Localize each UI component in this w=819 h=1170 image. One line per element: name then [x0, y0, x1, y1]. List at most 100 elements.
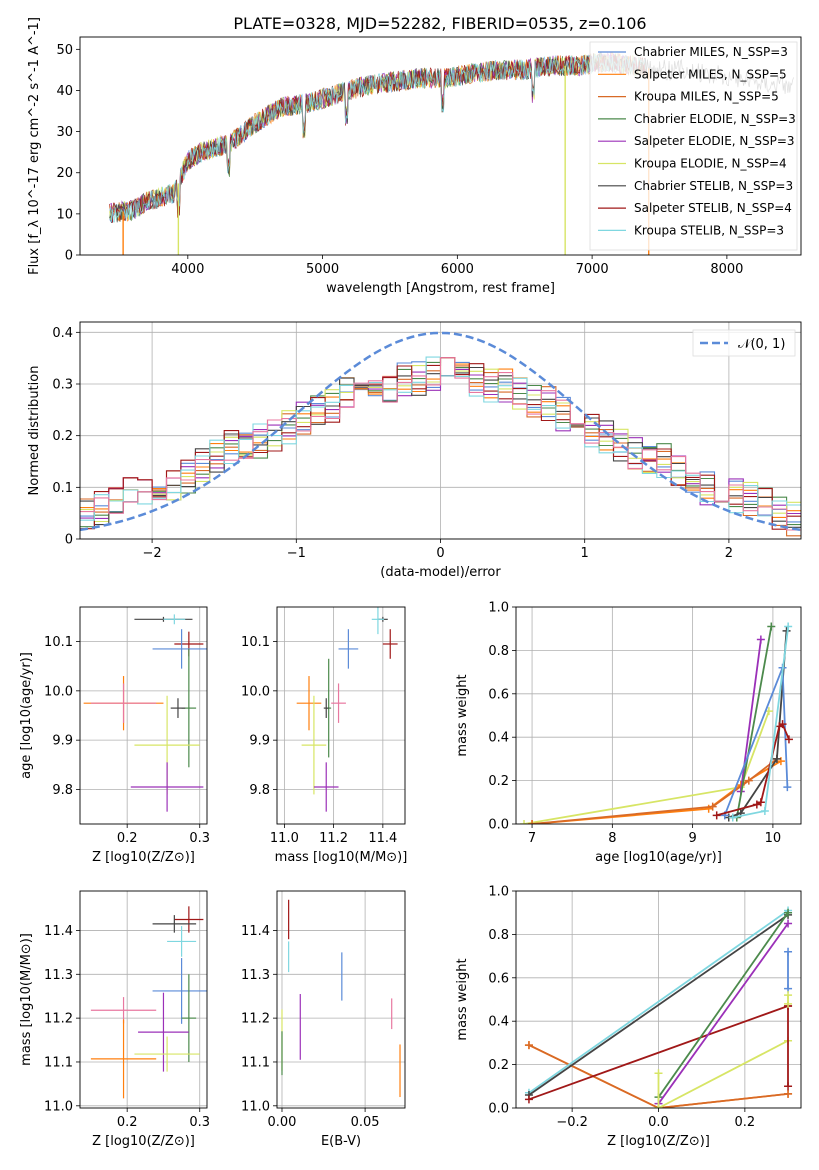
weight-line-chabrier_stelib [728, 630, 788, 819]
y-tick-label: 11.0 [44, 1099, 73, 1114]
weight-marker-chabrier_elodie [784, 908, 793, 917]
axes-frame [276, 606, 406, 825]
plot-area [516, 607, 801, 824]
y-axis-label: Normed distribution [27, 366, 42, 496]
x-tick-label: 11.2 [319, 831, 348, 846]
x-tick-label: 0.3 [189, 831, 210, 846]
weight-marker-salpeter_stelib [778, 720, 787, 729]
x-tick-label: 11.4 [368, 831, 397, 846]
panel-weight-vs-age: 7 8 9 10 0.0 0.2 0.4 0.6 0.8 1.0 age [log10(age/yr… [455, 601, 802, 865]
x-axis-label: mass [log10(M/M⊙)] [275, 850, 408, 865]
errorbar-pink [331, 683, 346, 723]
legend-entry: Chabrier ELODIE, N_SSP=3 [634, 112, 796, 126]
y-axis-label: mass [log10(M/M⊙)] [19, 933, 34, 1066]
x-axis-label: age [log10(age/yr)] [595, 850, 722, 865]
errorbar-kroupa_elodie [134, 1036, 200, 1072]
y-tick-label: 40 [56, 84, 73, 99]
y-tick-label: 0.4 [488, 1015, 509, 1030]
x-axis-label: E(B-V) [321, 1134, 361, 1149]
weight-marker-kroupa_miles [784, 1089, 793, 1098]
legend-box [692, 329, 796, 357]
panel-spectrum: 4000 5000 6000 7000 8000 0 10 20 30 40 50 wavelengt… [27, 17, 802, 296]
weight-marker-salpeter_miles [776, 757, 785, 766]
legend-entry: 𝒩(0, 1) [738, 337, 785, 352]
y-tick-label: 0.8 [488, 928, 509, 943]
x-axis-label: wavelength [Angstrom, rest frame] [326, 281, 555, 296]
grid-lines [277, 607, 405, 824]
y-tick-label: 9.9 [249, 734, 270, 749]
figure-title: PLATE=0328, MJD=52282, FIBERID=0535, z=0… [233, 14, 646, 33]
x-tick-label: 8000 [710, 262, 743, 277]
axes-frame [79, 606, 208, 825]
legend-box [589, 41, 798, 251]
spectrum-line-kroupa_stelib [109, 53, 646, 223]
x-tick-label: 0.00 [268, 1115, 297, 1130]
y-axis-label: age [log10(age/yr)] [19, 652, 34, 779]
histogram-pink [80, 357, 801, 531]
grid-lines [80, 607, 207, 824]
x-tick-label: −2 [143, 546, 162, 561]
plot-area [277, 891, 405, 1108]
grid-lines [516, 891, 801, 1108]
errorbar-salpeter_stelib [174, 906, 204, 933]
errorbar-chabrier_stelib [323, 698, 329, 718]
panel-residuals: −2 −1 0 1 2 0 0.1 0.2 0.3 0.4 (data-model)/error No… [27, 321, 802, 580]
y-tick-label: 20 [56, 166, 73, 181]
weight-marker-chabrier_miles [783, 783, 792, 792]
plot-area [80, 607, 207, 824]
y-axis-label: Flux [f_λ 10^-17 erg cm^-2 s^-1 A^-1] [27, 17, 42, 275]
panel-age-vs-mass: 11.0 11.2 11.4 9.8 9.9 10.0 10.1 mass [log10(M/… [241, 606, 408, 865]
y-tick-label: 1.0 [488, 885, 509, 900]
x-tick-label: 6000 [441, 262, 474, 277]
errorbar-kroupa_stelib [167, 926, 197, 957]
y-tick-label: 0.6 [488, 971, 509, 986]
y-tick-label: 9.8 [52, 783, 73, 798]
legend-entry: Salpeter ELODIE, N_SSP=3 [634, 134, 795, 148]
x-tick-label: 0.05 [351, 1115, 380, 1130]
errorbar-chabrier_miles [338, 629, 359, 669]
spectrum-line-salpeter_stelib [109, 53, 646, 223]
y-tick-label: 11.4 [44, 924, 73, 939]
x-tick-label: −1 [287, 546, 306, 561]
weight-marker-chabrier_miles [784, 947, 793, 956]
y-tick-label: 9.8 [249, 783, 270, 798]
y-tick-label: 11.3 [241, 968, 270, 983]
x-tick-label: 7000 [576, 262, 609, 277]
x-tick-label: 11.0 [270, 831, 299, 846]
x-tick-label: 4000 [171, 262, 204, 277]
errorbar-salpeter_elodie [313, 762, 339, 812]
legend-entry: Salpeter STELIB, N_SSP=4 [634, 201, 792, 215]
gaussian-curve [80, 331, 801, 532]
y-tick-label: 0 [65, 533, 73, 548]
x-tick-label: 10 [765, 831, 782, 846]
y-tick-label: 0.2 [52, 429, 73, 444]
weight-marker-kroupa_stelib [784, 622, 793, 631]
errorbar-salpeter_elodie [138, 992, 189, 1072]
plot-area [80, 322, 801, 539]
y-tick-label: 0.8 [488, 644, 509, 659]
x-tick-label: 0.2 [117, 831, 138, 846]
weight-marker-kroupa_elodie [784, 991, 793, 1000]
y-tick-label: 9.9 [52, 734, 73, 749]
grid-lines [80, 891, 207, 1108]
y-tick-label: 11.0 [241, 1099, 270, 1114]
y-axis-label: mass weight [455, 958, 470, 1040]
x-axis-label: Z [log10(Z/Z⊙)] [92, 850, 195, 865]
errorbar-salpeter_stelib [382, 629, 398, 659]
legend: 𝒩(0, 1) [692, 329, 796, 357]
weight-line-salpeter_elodie [657, 922, 789, 1105]
x-tick-label: 1 [581, 546, 589, 561]
x-axis-label: (data-model)/error [380, 565, 501, 580]
grid-lines [277, 891, 405, 1108]
y-tick-label: 0.2 [488, 774, 509, 789]
errorbar-kroupa_stelib [371, 607, 385, 635]
errorbar-kroupa_stelib [163, 614, 186, 625]
y-tick-label: 10.1 [44, 635, 73, 650]
weight-line-chabrier_elodie [657, 912, 789, 1098]
panel-weight-vs-Z: −0.2 0.0 0.2 0.0 0.2 0.4 0.6 0.8 1.0 Z [log10(Z/Z… [455, 885, 802, 1149]
errorbar-pink [90, 997, 157, 1024]
x-axis-label: Z [log10(Z/Z⊙)] [92, 1134, 195, 1149]
axes-frame [79, 890, 208, 1109]
y-tick-label: 11.4 [241, 924, 270, 939]
x-tick-label: 0.3 [189, 1115, 210, 1130]
